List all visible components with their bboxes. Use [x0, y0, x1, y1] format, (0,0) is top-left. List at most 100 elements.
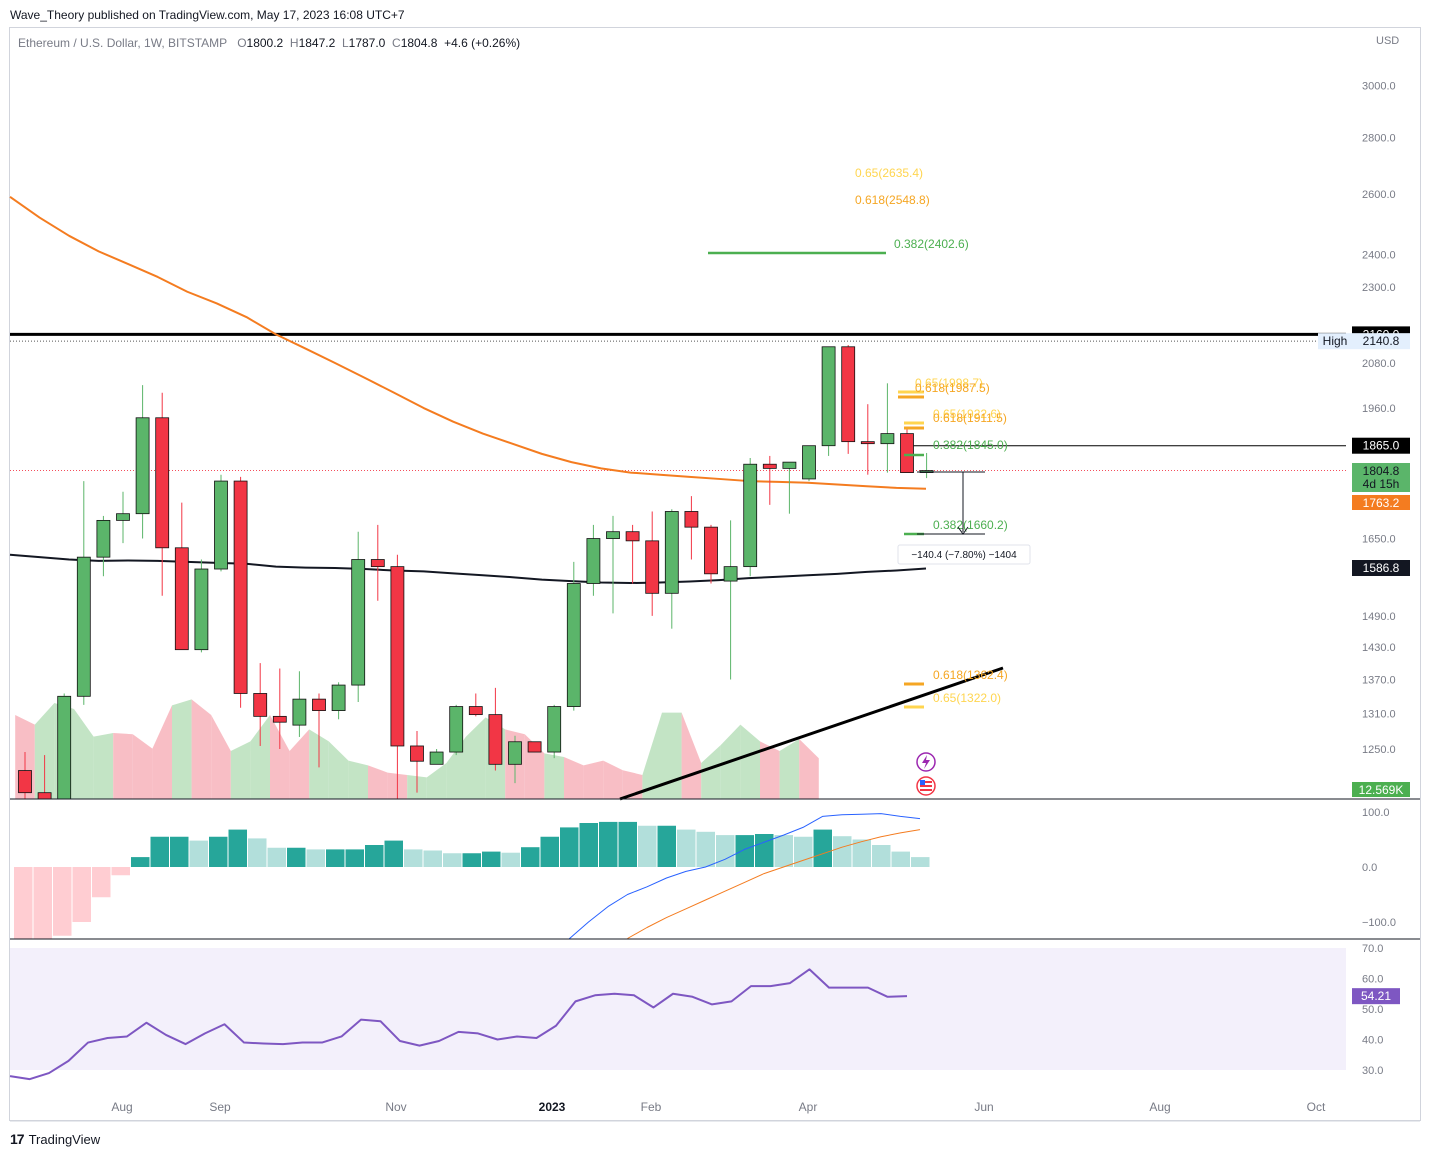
us-flag-stripe — [920, 789, 932, 791]
candle — [625, 524, 640, 584]
candle — [292, 671, 307, 737]
candle-body — [292, 698, 307, 726]
publisher-line: Wave_Theory published on TradingView.com… — [10, 8, 405, 22]
candle-body — [625, 531, 640, 542]
us-flag-stripe — [920, 781, 932, 783]
candle — [547, 704, 562, 759]
measure-label: −140.4 (−7.80%) −1404 — [911, 550, 1017, 561]
volume-segment — [603, 760, 623, 799]
high-tag-label: High — [1323, 334, 1348, 348]
fib-level-label: 0.618(1362.4) — [933, 668, 1008, 682]
volume-segment — [250, 715, 270, 799]
candle — [57, 693, 72, 800]
candle — [645, 511, 660, 616]
macd-histogram-bar — [92, 867, 111, 898]
tradingview-logo-icon: 17 — [10, 1131, 25, 1147]
measure-box — [897, 544, 1031, 565]
candle — [919, 452, 934, 479]
rsi-tick: 60.0 — [1362, 974, 1383, 986]
volume-segment — [466, 717, 486, 799]
volume-segment — [740, 724, 760, 799]
candle — [135, 385, 150, 539]
rsi-tick: 30.0 — [1362, 1065, 1383, 1077]
macd-pane — [14, 813, 930, 940]
time-tick: Oct — [1307, 1100, 1326, 1114]
candle — [174, 502, 189, 651]
candle — [253, 663, 268, 746]
macd-histogram-bar — [131, 857, 150, 867]
macd-histogram-bar — [599, 821, 618, 867]
macd-histogram-bar — [267, 847, 286, 867]
candle — [900, 427, 914, 473]
candle — [76, 481, 91, 705]
volume-segment — [642, 712, 662, 799]
close-label: C — [392, 36, 401, 50]
price-tick: 2300.0 — [1362, 282, 1396, 294]
candle — [370, 524, 385, 601]
time-tick: Jun — [974, 1100, 993, 1114]
macd-histogram-bar — [872, 845, 891, 867]
time-tick: Feb — [641, 1100, 662, 1114]
us-flag-icon — [916, 776, 936, 796]
low-label: L — [341, 36, 349, 50]
tag-volume-text: 12.569K — [1359, 783, 1404, 797]
price-tick: 2800.0 — [1362, 133, 1396, 145]
volume-segment — [172, 699, 192, 799]
volume-segment — [289, 729, 310, 799]
candle — [468, 693, 483, 717]
candle-body — [782, 461, 797, 469]
macd-histogram-bar — [404, 849, 423, 867]
ohlc-legend: Ethereum / U.S. Dollar, 1W, BITSTAMP O18… — [18, 36, 520, 50]
macd-histogram-bar — [189, 840, 208, 867]
candle-body — [547, 706, 562, 753]
tag-2140-bg — [1352, 333, 1410, 350]
macd-histogram-bar — [521, 847, 540, 867]
candle-body — [508, 741, 522, 765]
currency-label: USD — [1376, 35, 1399, 47]
macd-histogram-bar — [33, 867, 52, 939]
measure-label-box: −140.4 (−7.80%) −1404 — [897, 544, 1031, 565]
volume-segment — [191, 699, 212, 799]
volume-segment — [113, 733, 133, 799]
candle-body — [18, 770, 32, 794]
symbol-title[interactable]: Ethereum / U.S. Dollar, 1W, BITSTAMP — [18, 36, 228, 50]
macd-histogram-bar — [111, 867, 130, 876]
tag-volume: 12.569K — [1352, 782, 1410, 797]
macd-histogram-bar — [813, 829, 832, 867]
candle-body — [429, 751, 444, 765]
macd-histogram-bar — [560, 827, 579, 867]
volume-segment — [211, 715, 231, 799]
candle — [723, 520, 738, 680]
candle-body — [449, 706, 464, 753]
candle — [116, 491, 130, 544]
macd-histogram-bar — [540, 836, 559, 867]
time-tick: Nov — [385, 1100, 406, 1114]
fib-level-label: 0.65(1322.0) — [933, 691, 1001, 705]
rsi-tick: 40.0 — [1362, 1035, 1383, 1047]
candle-body — [272, 715, 287, 723]
time-tick: Sep — [209, 1100, 231, 1114]
high-label: H — [289, 36, 299, 50]
candle-body — [410, 745, 424, 762]
macd-histogram-bar — [443, 853, 462, 867]
us-flag-stripe — [920, 785, 932, 787]
candle — [194, 559, 209, 653]
price-tick: 3000.0 — [1362, 80, 1396, 92]
volume-segment — [93, 733, 114, 799]
candle-body — [468, 706, 483, 716]
macd-line — [568, 813, 921, 940]
tag-last-price: 1804.84d 15h — [1352, 463, 1410, 492]
fib-level-label: 0.382(2402.6) — [894, 237, 969, 251]
macd-signal-line — [627, 829, 921, 939]
tradingview-logo[interactable]: 17 TradingView — [10, 1131, 100, 1147]
volume-segment — [328, 741, 349, 799]
candle-body — [664, 511, 679, 594]
macd-tick: 0.0 — [1362, 862, 1377, 874]
macd-histogram-bar — [755, 834, 774, 867]
time-tick: Aug — [1149, 1100, 1170, 1114]
ema-line — [9, 195, 927, 490]
change-value: +4.6 (+0.26%) — [444, 36, 521, 50]
macd-histogram-bar — [735, 835, 754, 867]
macd-histogram-bar — [228, 829, 247, 867]
